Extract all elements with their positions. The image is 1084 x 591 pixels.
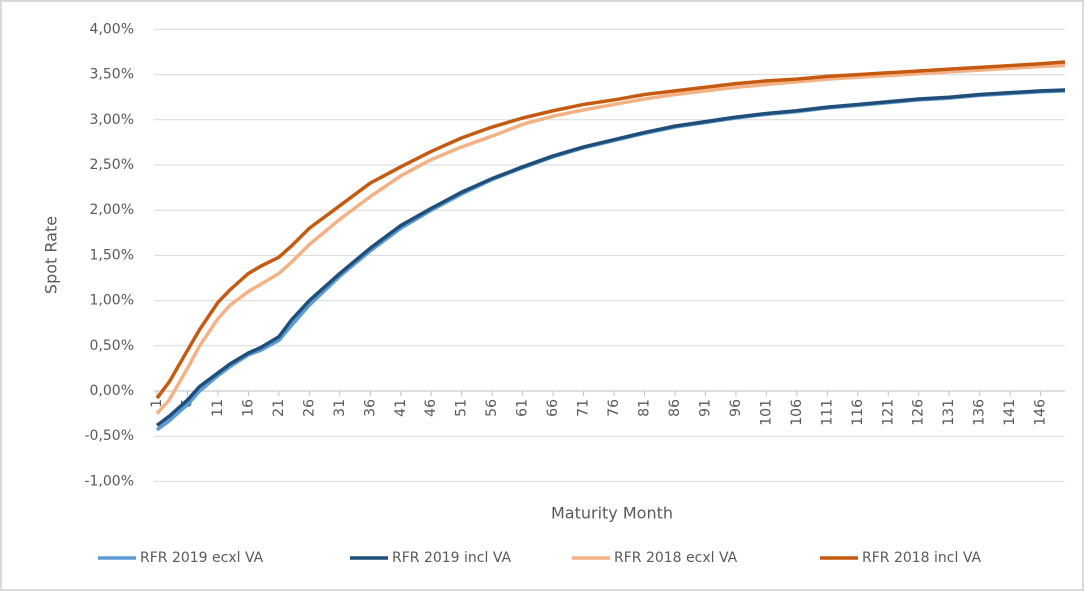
y-tick-label: 0,50%	[90, 338, 134, 354]
x-tick-label: 86	[667, 399, 683, 417]
y-tick-label: 1,00%	[90, 293, 134, 309]
y-tick-label: 3,50%	[90, 67, 134, 83]
y-axis-label: Spot Rate	[42, 216, 61, 294]
x-tick-label: 131	[941, 399, 957, 426]
x-tick-label: 21	[271, 399, 287, 417]
x-tick-label: 16	[240, 399, 256, 417]
x-tick-label: 101	[758, 399, 774, 426]
y-tick-label: 0,00%	[90, 383, 134, 399]
legend-label: RFR 2019 incl VA	[392, 550, 512, 566]
y-tick-label: -0,50%	[84, 428, 134, 444]
y-tick-label: 2,00%	[90, 202, 134, 218]
x-tick-label: 126	[911, 399, 927, 426]
x-tick-label: 96	[728, 399, 744, 417]
x-tick-label: 146	[1033, 399, 1049, 426]
legend-label: RFR 2019 ecxl VA	[140, 550, 264, 566]
x-tick-label: 61	[515, 399, 531, 417]
legend-label: RFR 2018 incl VA	[862, 550, 982, 566]
series-line	[155, 60, 1066, 400]
x-tick-label: 31	[332, 399, 348, 417]
y-tick-label: 4,00%	[90, 21, 134, 37]
x-tick-label: 26	[301, 399, 317, 417]
series-line	[155, 88, 1066, 427]
x-tick-label: 81	[637, 399, 653, 417]
x-tick-label: 136	[972, 399, 988, 426]
x-tick-label: 106	[789, 399, 805, 426]
x-axis-label: Maturity Month	[551, 504, 673, 523]
x-tick-label: 51	[454, 399, 470, 417]
x-tick-label: 1	[149, 399, 165, 408]
y-tick-label: -1,00%	[84, 473, 134, 489]
y-tick-label: 2,50%	[90, 157, 134, 173]
x-tick-label: 71	[576, 399, 592, 417]
x-tick-label: 116	[850, 399, 866, 426]
x-tick-label: 66	[545, 399, 561, 417]
x-tick-label: 121	[880, 399, 896, 426]
x-tick-label: 111	[819, 399, 835, 426]
x-tick-label: 46	[423, 399, 439, 417]
x-tick-label: 56	[484, 399, 500, 417]
series-line	[155, 63, 1066, 415]
legend-label: RFR 2018 ecxl VA	[614, 550, 738, 566]
y-tick-label: 1,50%	[90, 247, 134, 263]
x-tick-label: 91	[697, 399, 713, 417]
y-tick-label: 3,00%	[90, 112, 134, 128]
x-tick-label: 76	[606, 399, 622, 417]
x-tick-label: 11	[210, 399, 226, 417]
x-tick-label: 41	[393, 399, 409, 417]
x-tick-label: 36	[362, 399, 378, 417]
x-tick-label: 141	[1002, 399, 1018, 426]
